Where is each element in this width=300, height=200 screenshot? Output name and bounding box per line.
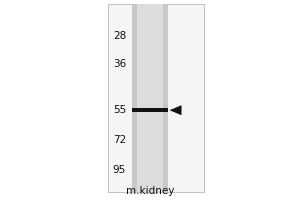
FancyBboxPatch shape [137, 4, 163, 192]
Text: m.kidney: m.kidney [126, 186, 174, 196]
FancyBboxPatch shape [108, 4, 204, 192]
Text: 72: 72 [113, 135, 126, 145]
Text: 28: 28 [113, 31, 126, 41]
Text: 95: 95 [113, 165, 126, 175]
Polygon shape [169, 105, 181, 115]
Text: 36: 36 [113, 59, 126, 69]
Text: 55: 55 [113, 105, 126, 115]
FancyBboxPatch shape [132, 4, 168, 192]
FancyBboxPatch shape [132, 108, 168, 112]
